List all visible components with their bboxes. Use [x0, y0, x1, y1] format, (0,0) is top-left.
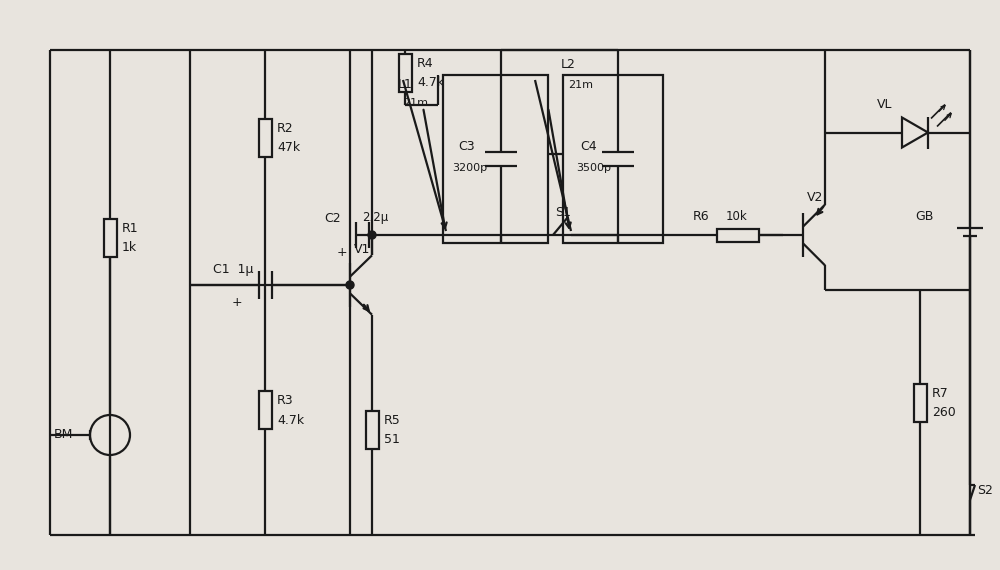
Text: 21m: 21m — [568, 80, 593, 90]
Bar — [259, 391, 272, 429]
Text: GB: GB — [915, 210, 933, 223]
Text: V1: V1 — [354, 243, 370, 256]
Text: 3200p: 3200p — [453, 163, 488, 173]
Text: R4: R4 — [417, 57, 434, 70]
Text: 47k: 47k — [277, 141, 300, 154]
Circle shape — [368, 231, 376, 239]
Text: R2: R2 — [277, 122, 294, 135]
Text: R7: R7 — [932, 387, 949, 400]
Text: C3: C3 — [459, 140, 475, 153]
Text: S2: S2 — [977, 483, 993, 496]
Text: R1: R1 — [122, 222, 139, 235]
Text: 51: 51 — [384, 433, 400, 446]
Text: S1: S1 — [555, 206, 571, 219]
Text: 260: 260 — [932, 406, 956, 419]
Text: C4: C4 — [580, 140, 597, 153]
Text: C2: C2 — [324, 211, 341, 225]
Text: L1: L1 — [398, 79, 413, 92]
Bar — [443, 75, 548, 243]
Text: VL: VL — [877, 98, 892, 111]
Text: 21m: 21m — [403, 98, 428, 108]
Text: R5: R5 — [384, 414, 401, 428]
Text: +: + — [232, 296, 242, 310]
Text: 3500p: 3500p — [576, 163, 611, 173]
Bar — [104, 218, 117, 256]
Text: +: + — [337, 246, 347, 259]
Text: V2: V2 — [807, 191, 823, 204]
Text: R3: R3 — [277, 394, 294, 408]
Text: 4.7k: 4.7k — [417, 76, 444, 89]
Text: C1  1μ: C1 1μ — [213, 263, 253, 275]
Text: 4.7k: 4.7k — [277, 413, 304, 426]
Bar — [259, 119, 272, 157]
Bar — [717, 229, 759, 242]
Bar — [563, 75, 663, 243]
Text: 1k: 1k — [122, 241, 137, 254]
Text: 10k: 10k — [726, 210, 748, 223]
Bar — [399, 54, 412, 92]
Circle shape — [346, 281, 354, 289]
Text: L2: L2 — [561, 59, 576, 71]
Text: R6: R6 — [693, 210, 710, 223]
Bar — [914, 384, 927, 421]
Bar — [366, 411, 379, 449]
Text: BM: BM — [54, 429, 73, 442]
Text: 2.2μ: 2.2μ — [362, 211, 388, 225]
